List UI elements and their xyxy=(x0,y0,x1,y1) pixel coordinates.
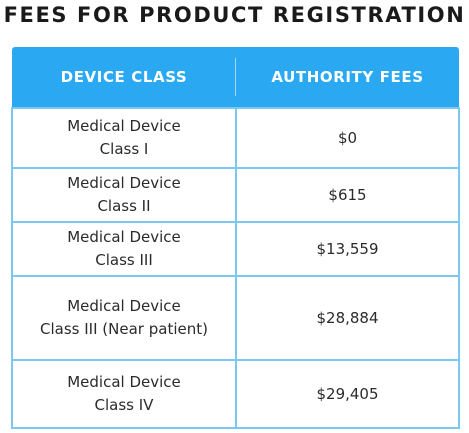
column-header-device-class: DEVICE CLASS xyxy=(12,47,236,108)
device-class-cell: Medical Device Class IV xyxy=(11,359,237,429)
device-class-level: Class III xyxy=(95,251,153,269)
table-row: Medical Device Class III $13,559 xyxy=(11,221,460,277)
device-class-cell: Medical Device Class II xyxy=(11,167,237,223)
table-header-row: DEVICE CLASS AUTHORITY FEES xyxy=(12,47,459,108)
authority-fee-cell: $29,405 xyxy=(235,359,460,429)
device-class-level: Class III (Near patient) xyxy=(40,320,208,338)
device-class-level: Class I xyxy=(99,140,149,158)
device-class-level: Class IV xyxy=(94,396,154,414)
device-class-level: Class II xyxy=(97,197,151,215)
column-header-authority-fees: AUTHORITY FEES xyxy=(236,47,459,108)
authority-fee-cell: $0 xyxy=(235,107,460,169)
device-class-cell: Medical Device Class I xyxy=(11,107,237,169)
device-class-cell: Medical Device Class III (Near patient) xyxy=(11,275,237,361)
device-class-name: Medical Device xyxy=(67,174,181,192)
device-class-name: Medical Device xyxy=(67,117,181,135)
device-class-name: Medical Device xyxy=(67,373,181,391)
authority-fee-cell: $13,559 xyxy=(235,221,460,277)
table-row: Medical Device Class II $615 xyxy=(11,167,460,223)
authority-fee-cell: $615 xyxy=(235,167,460,223)
fees-table: DEVICE CLASS AUTHORITY FEES Medical Devi… xyxy=(11,47,460,429)
device-class-cell: Medical Device Class III xyxy=(11,221,237,277)
table-row: Medical Device Class III (Near patient) … xyxy=(11,275,460,361)
device-class-name: Medical Device xyxy=(67,297,181,315)
page-title: FEES FOR PRODUCT REGISTRATION xyxy=(3,3,466,27)
table-row: Medical Device Class I $0 xyxy=(11,107,460,169)
table-row: Medical Device Class IV $29,405 xyxy=(11,359,460,429)
authority-fee-cell: $28,884 xyxy=(235,275,460,361)
device-class-name: Medical Device xyxy=(67,228,181,246)
